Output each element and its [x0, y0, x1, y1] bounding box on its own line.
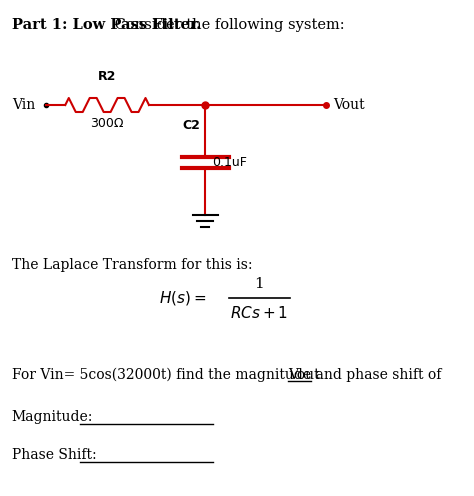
Text: Vout: Vout	[333, 98, 365, 112]
Text: C2: C2	[182, 119, 200, 132]
Text: 1: 1	[255, 277, 264, 291]
Text: $H(s) =$: $H(s) =$	[159, 289, 207, 307]
Text: $RCs + 1$: $RCs + 1$	[230, 305, 289, 321]
Text: Vout: Vout	[288, 368, 319, 382]
Text: Phase Shift:: Phase Shift:	[12, 448, 96, 462]
Text: 300Ω: 300Ω	[91, 117, 124, 130]
Text: Part 1: Low Pass Filter.: Part 1: Low Pass Filter.	[12, 18, 201, 32]
Text: Vin: Vin	[12, 98, 35, 112]
Text: 0.1uF: 0.1uF	[212, 156, 246, 169]
Text: Magnitude:: Magnitude:	[12, 410, 93, 424]
Text: Consider the following system:: Consider the following system:	[110, 18, 345, 32]
Text: R2: R2	[98, 70, 116, 83]
Text: The Laplace Transform for this is:: The Laplace Transform for this is:	[12, 258, 252, 272]
Text: For Vin= 5cos(32000t) find the magnitude and phase shift of: For Vin= 5cos(32000t) find the magnitude…	[12, 368, 446, 382]
